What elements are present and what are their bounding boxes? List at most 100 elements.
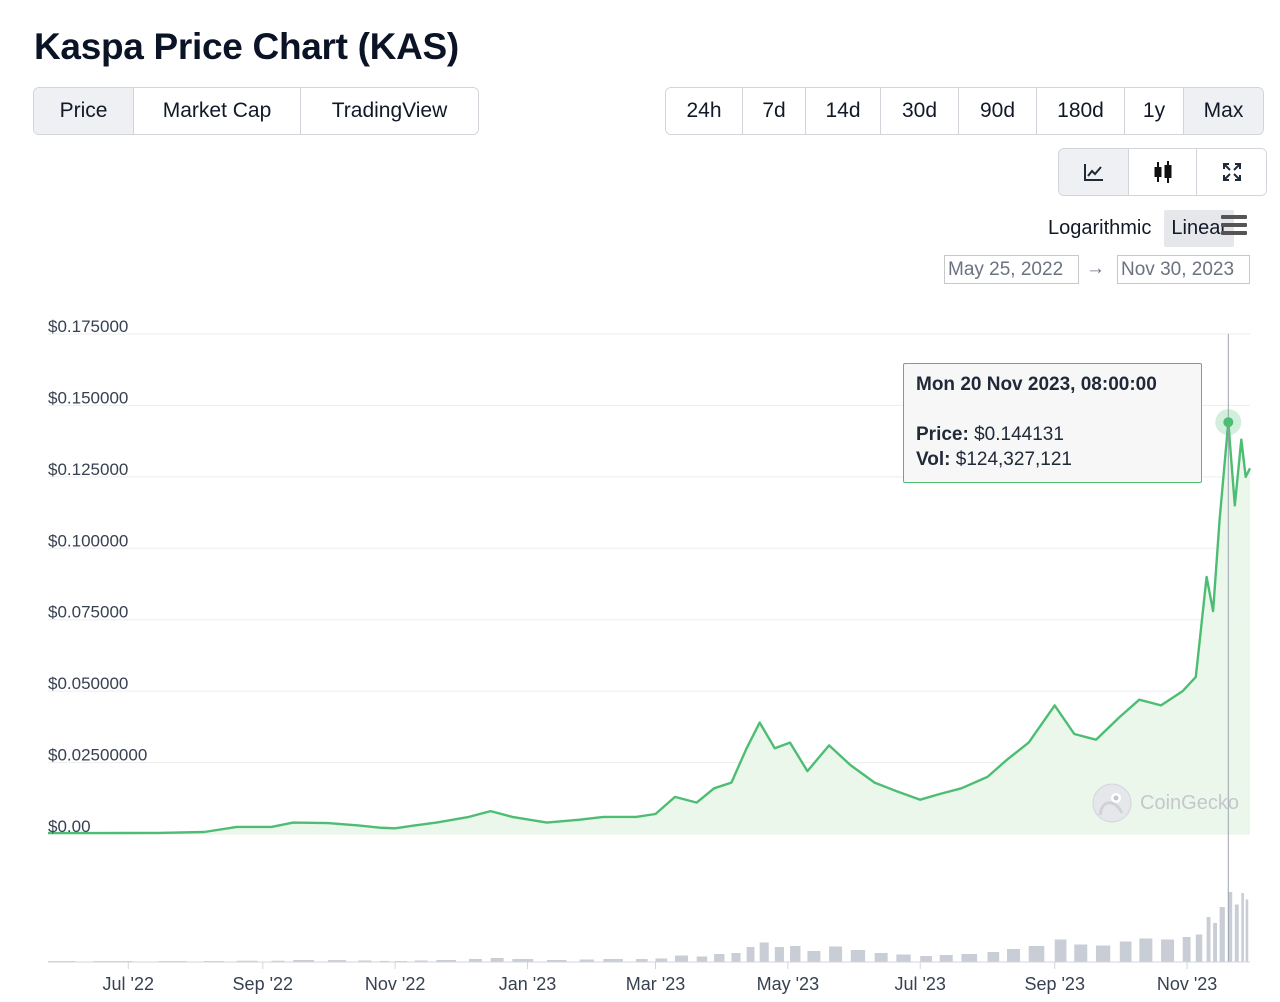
grid-lines bbox=[48, 333, 1250, 835]
volume-bar bbox=[939, 955, 953, 962]
y-tick-label: $0.125000 bbox=[48, 460, 128, 479]
range-24h[interactable]: 24h bbox=[666, 88, 743, 134]
volume-bar bbox=[1028, 946, 1045, 962]
scale-linear[interactable]: Linear bbox=[1164, 209, 1234, 247]
volume-bar bbox=[1006, 949, 1021, 962]
x-tick-label: Jul '22 bbox=[103, 974, 154, 994]
candlestick-icon bbox=[1154, 161, 1171, 183]
volume-bar bbox=[1139, 938, 1153, 962]
volume-bar bbox=[1234, 904, 1239, 962]
x-axis-labels: Jul '22 Sep '22 Nov '22 Jan '23 Mar '23 May '… bbox=[103, 962, 1217, 994]
volume-bar bbox=[987, 952, 1000, 962]
x-tick-label: Sep '22 bbox=[233, 974, 294, 994]
volume-bars bbox=[48, 892, 1249, 962]
y-axis-labels: $0.175000 $0.150000 $0.125000 $0.100000 $0.0… bbox=[48, 317, 147, 836]
volume-bar bbox=[635, 959, 648, 962]
tab-tradingview[interactable]: TradingView bbox=[301, 88, 478, 134]
range-max[interactable]: Max bbox=[1184, 88, 1263, 134]
volume-bar bbox=[1241, 893, 1244, 962]
tooltip-price-label: Price: bbox=[916, 424, 969, 445]
volume-bar bbox=[1219, 907, 1225, 962]
volume-bar bbox=[790, 946, 801, 962]
volume-bar bbox=[1161, 939, 1175, 962]
volume-bar bbox=[774, 947, 784, 962]
volume-bar bbox=[961, 954, 978, 962]
date-range-arrow: → bbox=[1086, 258, 1105, 279]
tooltip-date: Mon 20 Nov 2023, 08:00:00 bbox=[916, 374, 1157, 395]
line-chart-icon bbox=[1083, 164, 1103, 181]
volume-bar bbox=[1245, 899, 1249, 962]
highlight-point[interactable] bbox=[1223, 417, 1234, 428]
volume-bar bbox=[696, 956, 708, 962]
range-180d[interactable]: 180d bbox=[1037, 88, 1125, 134]
price-area-fill bbox=[48, 422, 1250, 834]
volume-bar bbox=[731, 953, 741, 962]
y-tick-label: $0.150000 bbox=[48, 388, 128, 407]
menu-icon[interactable] bbox=[1220, 213, 1250, 241]
volume-bar bbox=[1182, 937, 1191, 962]
y-tick-label: $0.02500000 bbox=[48, 746, 147, 765]
volume-bar bbox=[1054, 939, 1067, 962]
volume-bar bbox=[896, 954, 911, 962]
tab-price[interactable]: Price bbox=[34, 88, 134, 134]
tooltip-vol-value: $124,327,121 bbox=[955, 449, 1072, 470]
y-tick-label: $0.100000 bbox=[48, 531, 128, 550]
x-tick-label: Jan '23 bbox=[499, 974, 556, 994]
scale-toggle: Logarithmic Linear bbox=[1035, 209, 1234, 247]
range-1y[interactable]: 1y bbox=[1125, 88, 1184, 134]
volume-bar bbox=[1195, 934, 1203, 962]
volume-bar bbox=[1095, 945, 1111, 962]
volume-bar bbox=[1119, 941, 1132, 962]
tooltip-price-value: $0.144131 bbox=[974, 424, 1064, 445]
volume-bar bbox=[1206, 917, 1211, 962]
y-tick-label: $0.00 bbox=[48, 817, 91, 836]
volume-bar bbox=[547, 960, 567, 962]
volume-bar bbox=[293, 960, 315, 962]
line-chart-button[interactable] bbox=[1059, 149, 1129, 195]
x-tick-label: Nov '23 bbox=[1157, 974, 1217, 994]
fullscreen-button[interactable] bbox=[1197, 149, 1266, 195]
volume-bar bbox=[829, 946, 843, 962]
volume-bar bbox=[490, 958, 504, 962]
range-90d[interactable]: 90d bbox=[959, 88, 1037, 134]
tooltip-vol-label: Vol: bbox=[916, 449, 951, 470]
range-14d[interactable]: 14d bbox=[806, 88, 881, 134]
watermark-text: CoinGecko bbox=[1140, 791, 1239, 814]
candlestick-button[interactable] bbox=[1129, 149, 1197, 195]
volume-bar bbox=[807, 951, 821, 962]
range-7d[interactable]: 7d bbox=[743, 88, 806, 134]
tooltip-price-line: Price: $0.144131 bbox=[916, 422, 1201, 447]
volume-bar bbox=[436, 960, 456, 962]
coingecko-watermark: CoinGecko bbox=[1092, 782, 1239, 824]
volume-bar bbox=[414, 960, 428, 962]
volume-bar bbox=[579, 959, 594, 962]
date-from-input[interactable]: May 25, 2022 bbox=[944, 255, 1079, 284]
date-to-input[interactable]: Nov 30, 2023 bbox=[1117, 255, 1250, 284]
scale-logarithmic[interactable]: Logarithmic bbox=[1048, 216, 1152, 239]
volume-bar bbox=[271, 960, 285, 962]
volume-bar bbox=[714, 954, 725, 962]
x-tick-label: May '23 bbox=[757, 974, 819, 994]
x-tick-label: Sep '23 bbox=[1024, 974, 1085, 994]
price-line bbox=[48, 421, 1252, 835]
hamburger-icon bbox=[1221, 215, 1247, 235]
range-30d[interactable]: 30d bbox=[881, 88, 959, 134]
volume-bar bbox=[655, 958, 668, 962]
x-tick-label: Jul '23 bbox=[894, 974, 945, 994]
volume-bar bbox=[512, 959, 534, 962]
y-tick-label: $0.050000 bbox=[48, 674, 128, 693]
chart-tooltip: Mon 20 Nov 2023, 08:00:00 Price: $0.1441… bbox=[903, 363, 1202, 483]
volume-bar bbox=[850, 950, 866, 962]
chart-type-tabs bbox=[1058, 148, 1267, 196]
volume-bar bbox=[1213, 923, 1218, 962]
volume-bar bbox=[468, 959, 482, 962]
volume-bar bbox=[1228, 892, 1233, 962]
y-tick-label: $0.075000 bbox=[48, 603, 128, 622]
volume-bar bbox=[874, 953, 888, 962]
tooltip-vol-line: Vol: $124,327,121 bbox=[916, 447, 1201, 472]
page-title: Kaspa Price Chart (KAS) bbox=[34, 26, 459, 67]
x-tick-label: Nov '22 bbox=[365, 974, 425, 994]
volume-bar bbox=[236, 960, 258, 962]
tab-market-cap[interactable]: Market Cap bbox=[134, 88, 301, 134]
